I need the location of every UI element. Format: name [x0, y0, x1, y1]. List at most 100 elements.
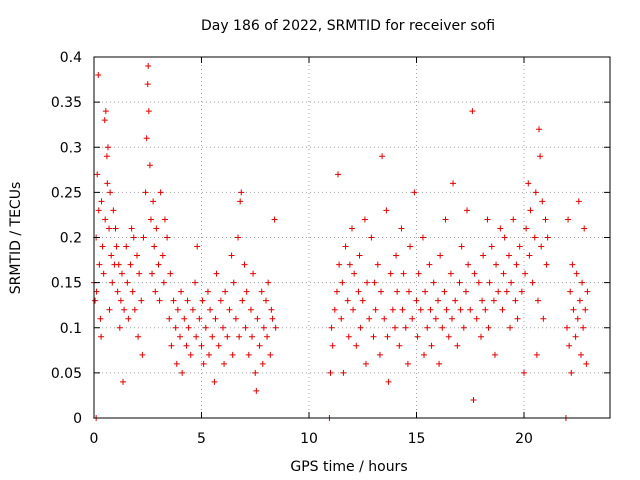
x-tick-label: 10: [300, 431, 318, 447]
data-point: [430, 279, 437, 286]
data-point: [212, 315, 219, 322]
data-point: [174, 306, 181, 313]
data-point: [168, 342, 175, 349]
data-point: [361, 216, 368, 223]
data-point: [106, 225, 113, 232]
data-point: [582, 306, 589, 313]
data-point: [193, 333, 200, 340]
y-tick-label: 0.2: [60, 231, 82, 247]
data-point: [513, 261, 520, 268]
data-point: [505, 252, 512, 259]
data-point: [155, 261, 162, 268]
data-point: [447, 270, 454, 277]
data-point: [405, 288, 412, 295]
data-point: [532, 189, 539, 196]
data-point: [389, 306, 396, 313]
data-point: [497, 225, 504, 232]
data-point: [222, 288, 229, 295]
data-point: [183, 342, 190, 349]
data-point: [116, 324, 123, 331]
data-point: [499, 306, 506, 313]
data-point: [339, 279, 346, 286]
data-point: [256, 342, 263, 349]
data-point: [426, 261, 433, 268]
data-point: [235, 234, 242, 241]
data-point: [221, 360, 228, 367]
data-point: [329, 342, 336, 349]
data-point: [417, 306, 424, 313]
data-point: [136, 270, 143, 277]
data-point: [501, 234, 508, 241]
data-point: [448, 315, 455, 322]
x-tick-label: 20: [515, 431, 533, 447]
data-point: [581, 225, 588, 232]
data-point: [101, 117, 108, 124]
data-point: [263, 297, 269, 304]
data-point: [525, 180, 532, 187]
data-point: [229, 351, 236, 358]
data-point: [471, 270, 478, 277]
data-point: [493, 261, 500, 268]
data-point: [564, 324, 570, 331]
data-point: [544, 234, 551, 241]
data-point: [349, 225, 355, 232]
data-point: [428, 342, 435, 349]
data-point: [500, 270, 507, 277]
data-point: [131, 306, 138, 313]
data-point: [115, 261, 122, 268]
data-point: [103, 153, 110, 160]
data-point: [331, 306, 338, 313]
data-point: [351, 270, 358, 277]
data-point: [577, 351, 584, 358]
data-point: [356, 252, 363, 259]
data-point: [102, 108, 109, 115]
data-point: [98, 198, 105, 205]
data-point: [172, 324, 179, 331]
data-point: [143, 135, 150, 142]
data-point: [179, 369, 186, 376]
data-point: [402, 324, 409, 331]
data-point: [272, 324, 279, 331]
data-point: [396, 342, 403, 349]
data-point: [140, 234, 147, 241]
data-point: [130, 234, 137, 241]
data-point: [215, 342, 222, 349]
data-point: [95, 72, 102, 79]
data-point: [379, 153, 386, 160]
data-point: [135, 333, 142, 340]
data-point: [457, 306, 464, 313]
data-point: [512, 297, 519, 304]
data-point: [510, 216, 517, 223]
x-axis-label: GPS time / hours: [290, 459, 407, 475]
data-point: [460, 324, 467, 331]
data-point: [150, 198, 157, 205]
data-point: [480, 252, 487, 259]
data-point: [200, 360, 207, 367]
data-point: [181, 315, 188, 322]
data-point: [400, 270, 407, 277]
data-point: [260, 324, 267, 331]
data-point: [94, 171, 101, 178]
data-point: [485, 324, 492, 331]
data-point: [224, 333, 231, 340]
data-point: [189, 306, 196, 313]
data-point: [327, 369, 334, 376]
data-point: [584, 288, 591, 295]
data-point: [404, 360, 411, 367]
data-point: [378, 288, 385, 295]
data-point: [97, 315, 104, 322]
data-point: [184, 297, 191, 304]
data-point: [342, 243, 349, 250]
data-point: [384, 333, 391, 340]
y-tick-label: 0.3: [60, 140, 82, 156]
data-point: [482, 306, 489, 313]
data-point: [271, 216, 278, 223]
data-point: [153, 225, 160, 232]
y-tick-label: 0.1: [60, 321, 82, 337]
data-point: [128, 225, 135, 232]
data-point: [144, 81, 151, 88]
data-point: [160, 279, 167, 286]
data-point: [196, 315, 203, 322]
data-point: [368, 234, 375, 241]
data-point: [568, 369, 575, 376]
